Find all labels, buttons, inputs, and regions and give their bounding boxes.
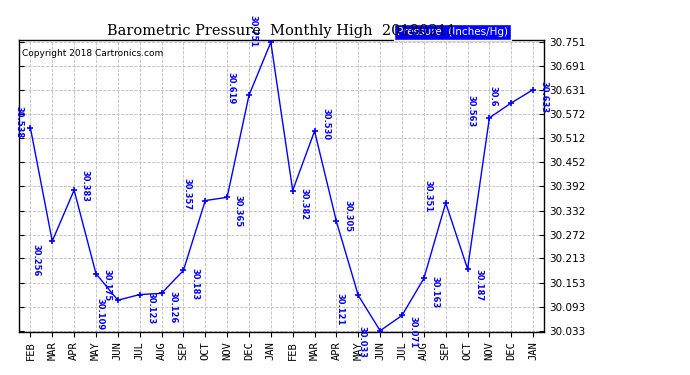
Text: 30.6: 30.6 — [489, 86, 497, 106]
Text: 30.382: 30.382 — [299, 188, 308, 220]
Text: 30.305: 30.305 — [343, 200, 352, 232]
Text: 30.126: 30.126 — [168, 291, 177, 323]
Text: 30.365: 30.365 — [234, 195, 243, 227]
Title: Barometric Pressure  Monthly High  20180211: Barometric Pressure Monthly High 2018021… — [108, 24, 456, 38]
Text: Copyright 2018 Cartronics.com: Copyright 2018 Cartronics.com — [22, 49, 164, 58]
Text: 30.163: 30.163 — [431, 276, 440, 309]
Text: 30.619: 30.619 — [226, 72, 235, 105]
Text: 30.109: 30.109 — [95, 298, 104, 330]
Text: 30.175: 30.175 — [103, 268, 112, 301]
Text: 30.383: 30.383 — [81, 170, 90, 202]
Text: 30.633: 30.633 — [540, 81, 549, 112]
Text: 30.256: 30.256 — [31, 244, 40, 277]
Text: 30.563: 30.563 — [467, 95, 476, 127]
Text: 30.530: 30.530 — [321, 108, 331, 140]
Text: 30.121: 30.121 — [336, 293, 345, 326]
Text: 30.351: 30.351 — [423, 180, 432, 212]
Text: 30.357: 30.357 — [183, 177, 192, 210]
Text: Pressure  (Inches/Hg): Pressure (Inches/Hg) — [397, 27, 508, 38]
Text: 30.071: 30.071 — [408, 316, 417, 348]
Text: 30.751: 30.751 — [248, 15, 257, 47]
Text: 30.538: 30.538 — [14, 106, 23, 138]
Text: 30.123: 30.123 — [146, 292, 155, 325]
Text: 30.187: 30.187 — [474, 270, 483, 302]
Text: 30.183: 30.183 — [190, 268, 199, 300]
Text: 30.033: 30.033 — [357, 326, 366, 358]
